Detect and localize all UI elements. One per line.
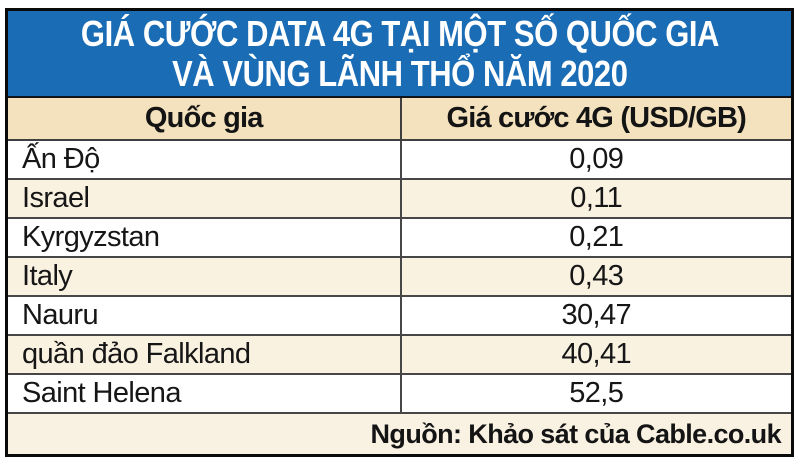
- infographic-table: GIÁ CƯỚC DATA 4G TẠI MỘT SỐ QUỐC GIA VÀ …: [5, 8, 794, 457]
- source-note: Nguồn: Khảo sát của Cable.co.uk: [370, 418, 782, 449]
- table-body: Ấn Độ 0,09 Israel 0,11 Kyrgyzstan 0,21 I…: [8, 141, 791, 414]
- country-cell: Ấn Độ: [22, 143, 100, 175]
- table-row: Kyrgyzstan 0,21: [8, 219, 791, 258]
- table-row: Italy 0,43: [8, 258, 791, 297]
- country-cell: Israel: [22, 182, 90, 214]
- title-line-1: GIÁ CƯỚC DATA 4G TẠI MỘT SỐ QUỐC GIA: [80, 12, 719, 54]
- country-cell: Kyrgyzstan: [22, 221, 160, 253]
- country-cell: Nauru: [22, 299, 99, 331]
- price-cell: 30,47: [399, 297, 792, 334]
- source-row: Nguồn: Khảo sát của Cable.co.uk: [8, 414, 791, 454]
- country-cell: quần đảo Falkland: [22, 338, 251, 370]
- price-cell: 0,09: [399, 141, 792, 178]
- column-header-price: Giá cước 4G (USD/GB): [399, 98, 792, 139]
- price-cell: 52,5: [399, 375, 792, 412]
- title-line-2: VÀ VÙNG LÃNH THỔ NĂM 2020: [171, 52, 628, 94]
- price-cell: 0,21: [399, 219, 792, 256]
- title-bar: GIÁ CƯỚC DATA 4G TẠI MỘT SỐ QUỐC GIA VÀ …: [8, 11, 791, 98]
- table-row: Ấn Độ 0,09: [8, 141, 791, 180]
- price-cell: 40,41: [399, 336, 792, 373]
- country-cell: Italy: [22, 260, 73, 292]
- table-header-row: Quốc gia Giá cước 4G (USD/GB): [8, 98, 791, 141]
- column-header-country: Quốc gia: [144, 102, 263, 134]
- price-cell: 0,43: [399, 258, 792, 295]
- table-row: Israel 0,11: [8, 180, 791, 219]
- country-cell: Saint Helena: [22, 377, 181, 409]
- table-row: quần đảo Falkland 40,41: [8, 336, 791, 375]
- price-cell: 0,11: [399, 180, 792, 217]
- table-row: Saint Helena 52,5: [8, 375, 791, 414]
- table-row: Nauru 30,47: [8, 297, 791, 336]
